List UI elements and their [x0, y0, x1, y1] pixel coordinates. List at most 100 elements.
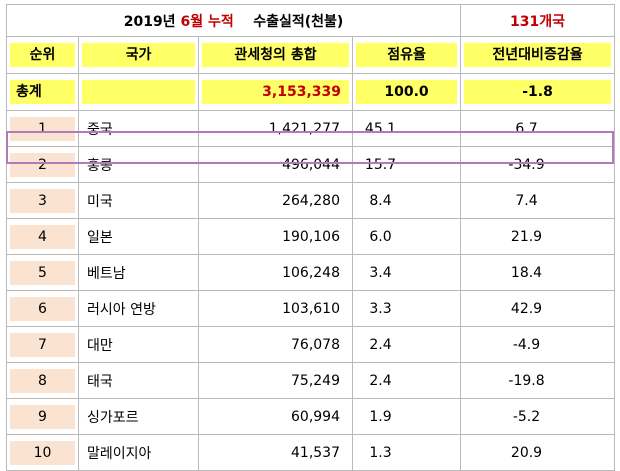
country-cell[interactable]: 대만	[78, 326, 199, 363]
rank-value: 7	[10, 332, 75, 357]
header-rank: 순위	[6, 36, 79, 74]
country-cell[interactable]: 싱가포르	[78, 398, 199, 435]
rank-cell[interactable]: 3	[6, 182, 79, 219]
export-table-sheet: 2019년 6월 누적 수출실적(천불) 131개국 순위 국가 관세청의 총합…	[5, 4, 616, 471]
share-cell[interactable]: 45.1	[351, 110, 462, 147]
rank-value: 2	[10, 152, 75, 177]
country-cell[interactable]: 홍콩	[78, 146, 199, 183]
amount-cell[interactable]: 264,280	[198, 182, 353, 219]
share-cell[interactable]: 6.0	[351, 218, 462, 255]
change-cell[interactable]: 42.9	[460, 290, 616, 327]
total-row: 총계 3,153,339 100.0 -1.8	[6, 73, 616, 111]
total-country-cell	[78, 73, 199, 111]
country-cell[interactable]: 베트남	[78, 254, 199, 291]
title-row: 2019년 6월 누적 수출실적(천불) 131개국	[5, 4, 616, 37]
change-cell[interactable]: 21.9	[460, 218, 616, 255]
rank-value: 3	[10, 188, 75, 213]
country-cell[interactable]: 중국	[78, 110, 199, 147]
country-cell[interactable]: 러시아 연방	[78, 290, 199, 327]
rank-value: 6	[10, 296, 75, 321]
change-cell[interactable]: 18.4	[460, 254, 616, 291]
total-share: 100.0	[356, 80, 458, 104]
rank-value: 4	[10, 224, 75, 249]
share-cell[interactable]: 8.4	[351, 182, 462, 219]
total-amount: 3,153,339	[202, 80, 349, 104]
table-row[interactable]: 10 말레이지아 41,537 1.3 20.9	[6, 434, 616, 471]
rank-value: 10	[10, 440, 75, 465]
total-share-cell: 100.0	[351, 73, 462, 111]
share-cell[interactable]: 15.7	[351, 146, 462, 183]
header-share-label: 점유율	[356, 43, 458, 67]
rank-cell[interactable]: 4	[6, 218, 79, 255]
rank-cell[interactable]: 10	[6, 434, 79, 471]
table-row[interactable]: 8 태국 75,249 2.4 -19.8	[6, 362, 616, 399]
title-cumulative: 누적	[207, 13, 234, 30]
table-row[interactable]: 6 러시아 연방 103,610 3.3 42.9	[6, 290, 616, 327]
total-change-cell: -1.8	[460, 73, 616, 111]
header-change-label: 전년대비증감율	[464, 43, 612, 67]
amount-cell[interactable]: 75,249	[198, 362, 353, 399]
change-cell[interactable]: 6.7	[460, 110, 616, 147]
rank-cell[interactable]: 9	[6, 398, 79, 435]
share-cell[interactable]: 2.4	[351, 362, 462, 399]
table-row[interactable]: 9 싱가포르 60,994 1.9 -5.2	[6, 398, 616, 435]
total-amount-cell: 3,153,339	[198, 73, 353, 111]
header-row: 순위 국가 관세청의 총합 점유율 전년대비증감율	[6, 36, 616, 74]
title-month: 6월	[180, 13, 204, 30]
country-cell[interactable]: 일본	[78, 218, 199, 255]
rank-cell[interactable]: 1	[6, 110, 79, 147]
change-cell[interactable]: -19.8	[460, 362, 616, 399]
amount-cell[interactable]: 41,537	[198, 434, 353, 471]
share-cell[interactable]: 3.3	[351, 290, 462, 327]
share-cell[interactable]: 2.4	[351, 326, 462, 363]
total-country	[82, 80, 195, 104]
rank-value: 5	[10, 260, 75, 285]
rank-value: 9	[10, 404, 75, 429]
amount-cell[interactable]: 76,078	[198, 326, 353, 363]
country-cell[interactable]: 말레이지아	[78, 434, 199, 471]
header-country-label: 국가	[82, 43, 195, 67]
rank-cell[interactable]: 7	[6, 326, 79, 363]
amount-cell[interactable]: 1,421,277	[198, 110, 353, 147]
header-share: 점유율	[351, 36, 462, 74]
table-row[interactable]: 2 홍콩 496,044 15.7 -34.9	[6, 146, 616, 183]
title-year: 2019년	[123, 13, 176, 30]
amount-cell[interactable]: 496,044	[198, 146, 353, 183]
export-performance-table: 2019년 6월 누적 수출실적(천불) 131개국 순위 국가 관세청의 총합…	[5, 4, 616, 471]
change-cell[interactable]: -4.9	[460, 326, 616, 363]
share-cell[interactable]: 1.3	[351, 434, 462, 471]
country-cell[interactable]: 태국	[78, 362, 199, 399]
rank-cell[interactable]: 6	[6, 290, 79, 327]
change-cell[interactable]: -34.9	[460, 146, 616, 183]
header-country: 국가	[78, 36, 199, 74]
amount-cell[interactable]: 106,248	[198, 254, 353, 291]
rank-cell[interactable]: 8	[6, 362, 79, 399]
table-title: 2019년 6월 누적 수출실적(천불)	[5, 4, 462, 37]
table-row[interactable]: 5 베트남 106,248 3.4 18.4	[6, 254, 616, 291]
table-row[interactable]: 7 대만 76,078 2.4 -4.9	[6, 326, 616, 363]
amount-cell[interactable]: 103,610	[198, 290, 353, 327]
total-label-cell: 총계	[6, 73, 79, 111]
country-cell[interactable]: 미국	[78, 182, 199, 219]
total-label: 총계	[10, 80, 75, 104]
share-cell[interactable]: 3.4	[351, 254, 462, 291]
total-change: -1.8	[464, 80, 612, 104]
country-count: 131개국	[460, 4, 616, 37]
change-cell[interactable]: 7.4	[460, 182, 616, 219]
amount-cell[interactable]: 190,106	[198, 218, 353, 255]
rank-cell[interactable]: 5	[6, 254, 79, 291]
amount-cell[interactable]: 60,994	[198, 398, 353, 435]
header-amount-label: 관세청의 총합	[202, 43, 349, 67]
header-change: 전년대비증감율	[460, 36, 616, 74]
header-amount: 관세청의 총합	[198, 36, 353, 74]
change-cell[interactable]: -5.2	[460, 398, 616, 435]
table-row[interactable]: 3 미국 264,280 8.4 7.4	[6, 182, 616, 219]
table-row[interactable]: 1 중국 1,421,277 45.1 6.7	[6, 110, 616, 147]
rank-value: 1	[10, 116, 75, 141]
change-cell[interactable]: 20.9	[460, 434, 616, 471]
rank-cell[interactable]: 2	[6, 146, 79, 183]
table-row[interactable]: 4 일본 190,106 6.0 21.9	[6, 218, 616, 255]
rank-value: 8	[10, 368, 75, 393]
title-label: 수출실적(천불)	[253, 13, 344, 30]
share-cell[interactable]: 1.9	[351, 398, 462, 435]
